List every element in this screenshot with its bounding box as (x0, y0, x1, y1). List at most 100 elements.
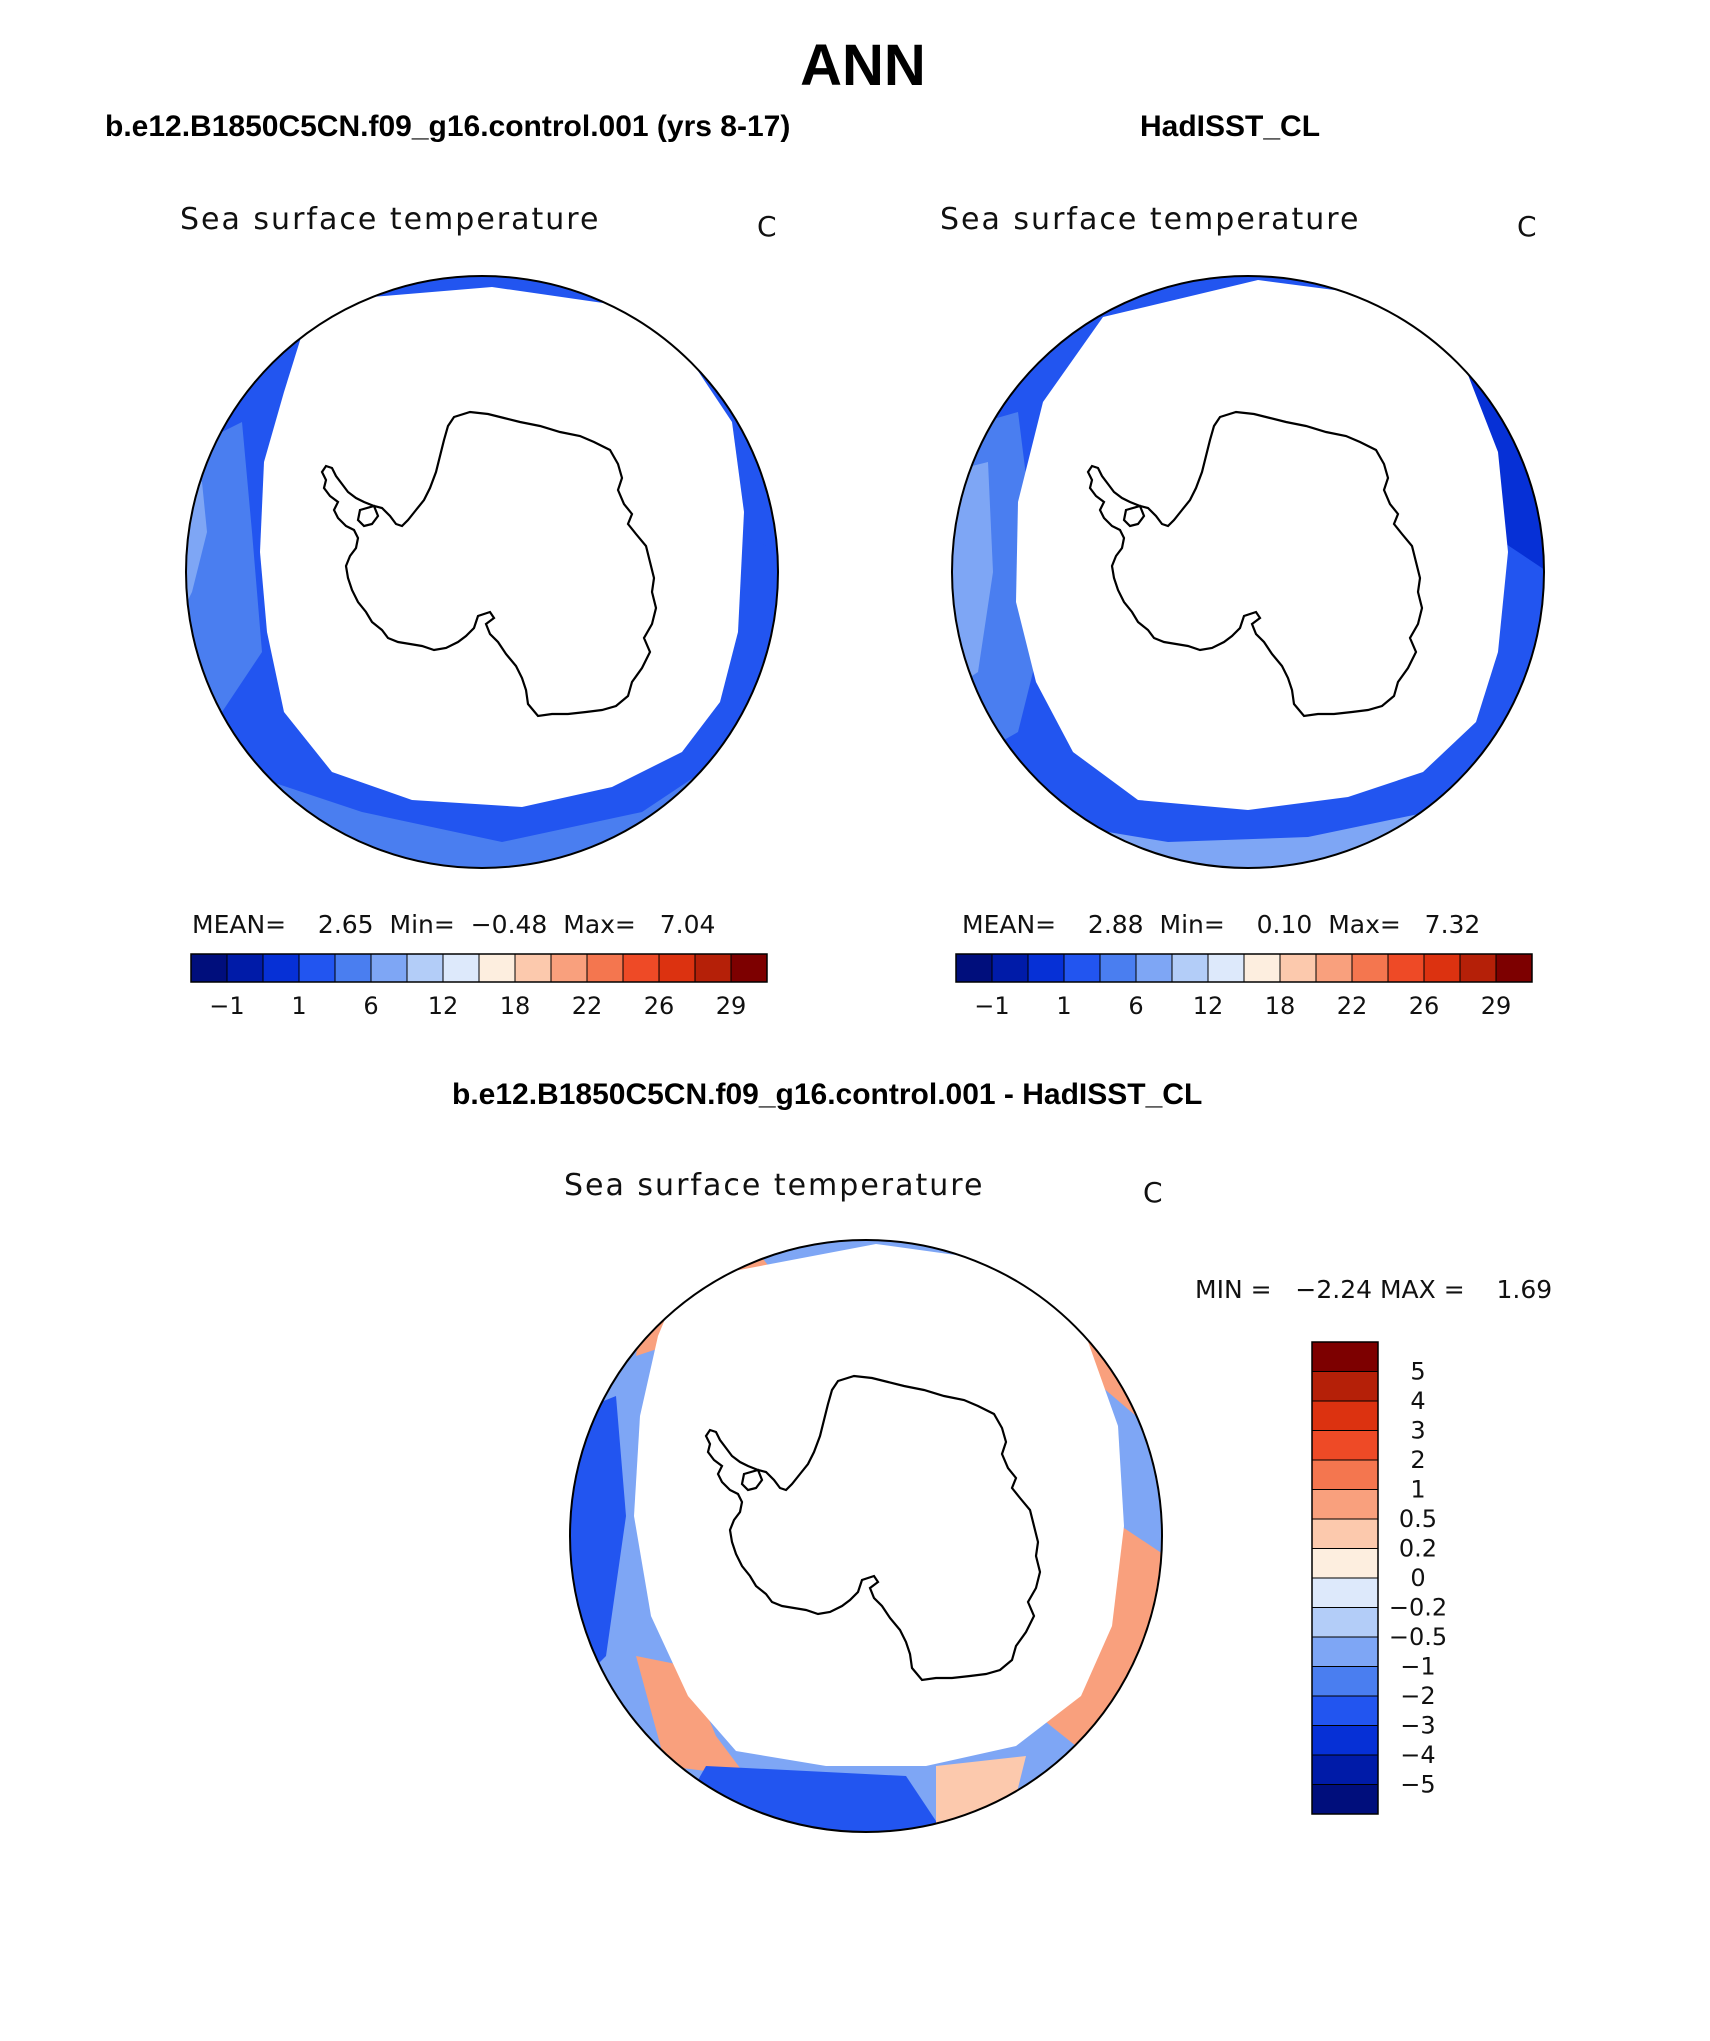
colorbar-swatch (730, 953, 768, 983)
max-value: 7.04 (659, 910, 716, 939)
colorbar-tick-label: 12 (1193, 992, 1224, 1020)
map-border (185, 275, 779, 869)
colorbar-tick-label: 18 (1265, 992, 1296, 1020)
min-value: 0.10 (1256, 910, 1313, 939)
diff-stats: MIN = −2.24 MAX = 1.69 (1195, 1275, 1552, 1304)
sea-ice-mask (634, 1244, 1124, 1766)
diff-case-title: b.e12.B1850C5CN.f09_g16.control.001 - Ha… (452, 1078, 1203, 1111)
panel-2-map (951, 275, 1545, 869)
colorbar-tick-label: 26 (1409, 992, 1440, 1020)
colorbar-swatch (1135, 953, 1173, 983)
colorbar-tick-label: 22 (1337, 992, 1368, 1020)
colorbar-tick-label: 0.5 (1399, 1505, 1437, 1533)
mean-value: 2.65 (317, 910, 374, 939)
colorbar-swatch (1311, 1695, 1379, 1726)
colorbar-swatch (1311, 1784, 1379, 1815)
colorbar-tick-label: −5 (1400, 1771, 1435, 1799)
colorbar-tick-label: 29 (1481, 992, 1512, 1020)
colorbar-tick-label: 12 (428, 992, 459, 1020)
colorbar-swatch (1311, 1459, 1379, 1490)
colorbar-tick-label: 1 (1056, 992, 1071, 1020)
colorbar-swatch (1311, 1371, 1379, 1402)
colorbar-tick-label: 6 (1128, 992, 1143, 1020)
sea-ice-mask (1016, 280, 1508, 810)
colorbar-tick-label: −0.2 (1389, 1594, 1447, 1622)
diff-warm-patch-sw (636, 1656, 746, 1776)
colorbar-swatch (478, 953, 516, 983)
max-value: 7.32 (1424, 910, 1481, 939)
map-border (569, 1239, 1163, 1833)
colorbar-swatch (1311, 1341, 1379, 1372)
colorbar-frame (190, 953, 768, 983)
colorbar-swatch (1311, 1489, 1379, 1520)
diff-map (569, 1239, 1163, 1833)
sea-ice-mask (260, 287, 744, 807)
panel-1-variable-title: Sea surface temperature (180, 202, 601, 237)
colorbar-tick-label: −1 (209, 992, 244, 1020)
colorbar-swatch (1311, 1400, 1379, 1431)
colorbar-tick-label: −1 (974, 992, 1009, 1020)
mean-value: 2.88 (1087, 910, 1144, 939)
colorbar-swatch (406, 953, 444, 983)
mean-label: MEAN= (962, 910, 1057, 939)
map-border (951, 275, 1545, 869)
colorbar-frame (955, 953, 1533, 983)
colorbar-tick-label: 1 (291, 992, 306, 1020)
colorbar-swatch (1311, 1725, 1379, 1756)
colorbar-swatch (298, 953, 336, 983)
min-value: −0.48 (470, 910, 548, 939)
colorbar-swatch (955, 953, 993, 983)
panel-1-units: C (757, 210, 777, 243)
colorbar-frame (1311, 1341, 1379, 1815)
min-label: Min= (1159, 910, 1225, 939)
colorbar-swatch (1311, 1636, 1379, 1667)
colorbar-swatch (1423, 953, 1461, 983)
colorbar-swatch (1311, 1518, 1379, 1549)
colorbar-swatch (442, 953, 480, 983)
max-label: Max= (1328, 910, 1401, 939)
colorbar-swatch (190, 953, 228, 983)
colorbar-tick-label: −4 (1400, 1741, 1435, 1769)
max-label: MAX = (1379, 1275, 1465, 1304)
colorbar-swatch (1311, 1607, 1379, 1638)
max-label: Max= (563, 910, 636, 939)
colorbar-tick-label: 0 (1410, 1564, 1425, 1592)
colorbar-tick-label: 3 (1410, 1417, 1425, 1445)
colorbar-tick-label: −2 (1400, 1682, 1435, 1710)
colorbar-swatch (991, 953, 1029, 983)
panel-2-variable-title: Sea surface temperature (940, 202, 1361, 237)
colorbar-swatch (550, 953, 588, 983)
colorbar-swatch (1063, 953, 1101, 983)
colorbar-swatch (622, 953, 660, 983)
colorbar-swatch (1311, 1430, 1379, 1461)
diff-variable-title: Sea surface temperature (564, 1168, 985, 1203)
colorbar-swatch (226, 953, 264, 983)
max-value: 1.69 (1496, 1275, 1553, 1304)
colorbar-swatch (1311, 1666, 1379, 1697)
colorbar-tick-label: 22 (572, 992, 603, 1020)
colorbar-tick-label: −0.5 (1389, 1623, 1447, 1651)
colorbar-swatch (1311, 1548, 1379, 1579)
colorbar-swatch (1027, 953, 1065, 983)
min-label: Min= (389, 910, 455, 939)
min-value: −2.24 (1295, 1275, 1373, 1304)
panel-2-case-title: HadISST_CL (1140, 110, 1321, 143)
panel-1-stats: MEAN= 2.65 Min= −0.48 Max= 7.04 (192, 910, 715, 939)
colorbar-tick-label: −1 (1400, 1653, 1435, 1681)
colorbar-swatch (1279, 953, 1317, 983)
panel-2-colorbar: −1 1 6 12 18 22 26 29 (955, 953, 1533, 1020)
diff-units: C (1143, 1176, 1163, 1209)
colorbar-tick-label: 6 (363, 992, 378, 1020)
colorbar-swatch (1459, 953, 1497, 983)
colorbar-swatch (1171, 953, 1209, 983)
colorbar-swatch (1243, 953, 1281, 983)
panel-2-units: C (1517, 210, 1537, 243)
colorbar-tick-label: 0.2 (1399, 1535, 1437, 1563)
colorbar-tick-label: 5 (1410, 1358, 1425, 1386)
colorbar-tick-label: 18 (500, 992, 531, 1020)
colorbar-tick-label: −3 (1400, 1712, 1435, 1740)
diff-warm-patch-south (936, 1756, 1026, 1832)
colorbar-swatch (1099, 953, 1137, 983)
panel-1-map (185, 275, 779, 869)
colorbar-tick-label: 2 (1410, 1446, 1425, 1474)
